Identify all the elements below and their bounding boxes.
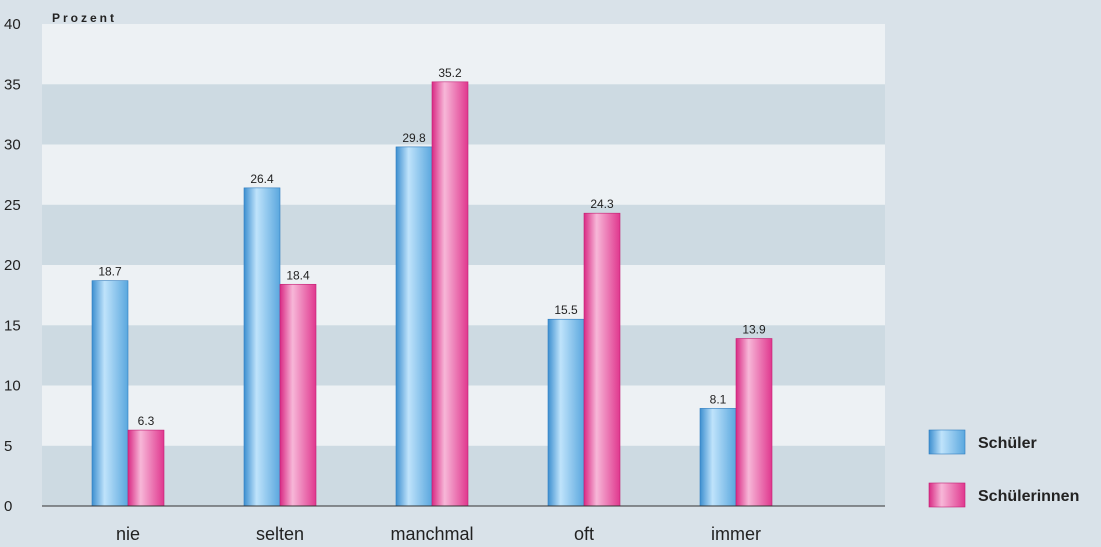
bar-series-2 xyxy=(431,81,469,507)
data-label: 35.2 xyxy=(438,66,462,80)
legend: Schüler Schülerinnen xyxy=(928,429,1079,508)
data-label: 26.4 xyxy=(250,172,274,186)
x-tick-label: oft xyxy=(574,524,594,544)
y-tick-label: 15 xyxy=(4,317,21,334)
bar-series-2 xyxy=(735,338,773,507)
legend-label: Schüler xyxy=(978,435,1037,452)
data-label: 6.3 xyxy=(138,414,155,428)
bar-series-2 xyxy=(279,283,317,507)
y-axis-ticks: 0 5 10 15 20 25 30 35 40 xyxy=(4,16,21,515)
bar-series-2 xyxy=(583,212,621,507)
legend-swatch xyxy=(928,429,966,455)
y-axis-label: Prozent xyxy=(52,11,117,25)
bar-series-2 xyxy=(127,429,165,507)
legend-label: Schülerinnen xyxy=(978,488,1079,505)
y-tick-label: 40 xyxy=(4,16,21,33)
y-tick-label: 25 xyxy=(4,197,21,214)
grid-band xyxy=(42,24,885,85)
data-label: 18.7 xyxy=(98,265,122,279)
bar-series-1 xyxy=(547,318,585,507)
data-label: 13.9 xyxy=(742,323,766,337)
legend-swatch xyxy=(928,482,966,508)
bar-series-1 xyxy=(395,146,433,507)
bar-series-1 xyxy=(243,187,281,507)
y-tick-label: 30 xyxy=(4,137,21,154)
y-tick-label: 5 xyxy=(4,438,12,455)
data-label: 24.3 xyxy=(590,197,614,211)
x-tick-label: selten xyxy=(256,524,304,544)
value-labels: 18.7 6.3 26.4 18.4 29.8 35.2 15.5 24.3 8.1 13.9 xyxy=(98,66,766,428)
bar-series-1 xyxy=(91,280,129,507)
category-labels: nie selten manchmal oft immer xyxy=(116,524,761,544)
data-label: 29.8 xyxy=(402,131,426,145)
x-tick-label: nie xyxy=(116,524,140,544)
data-label: 15.5 xyxy=(554,303,578,317)
y-tick-label: 20 xyxy=(4,257,21,274)
bars xyxy=(91,81,773,507)
x-tick-label: immer xyxy=(711,524,761,544)
data-label: 18.4 xyxy=(286,268,310,282)
data-label: 8.1 xyxy=(710,392,727,406)
y-tick-label: 35 xyxy=(4,76,21,93)
bar-series-1 xyxy=(699,408,737,507)
x-tick-label: manchmal xyxy=(390,524,473,544)
y-tick-label: 0 xyxy=(4,498,12,515)
y-tick-label: 10 xyxy=(4,378,21,395)
